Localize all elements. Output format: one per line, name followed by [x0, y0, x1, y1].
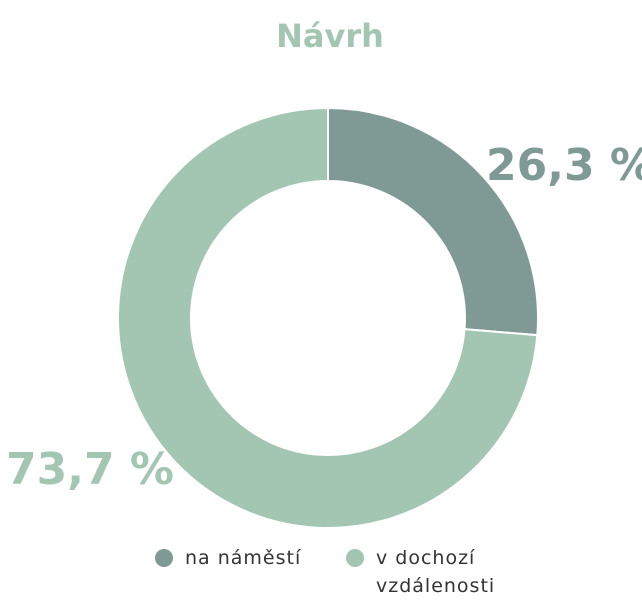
data-label: 73,7 % — [6, 444, 174, 495]
legend-item: na náměstí — [155, 544, 335, 572]
legend-label: na náměstí — [185, 547, 302, 569]
donut-segment — [117, 106, 539, 529]
legend-swatch — [346, 549, 364, 567]
chart-title: Návrh — [276, 17, 384, 55]
legend: na náměstí v dochozí vzdálenosti — [0, 544, 642, 603]
legend-swatch — [155, 549, 173, 567]
donut-segment — [327, 106, 539, 337]
legend-label: v dochozí vzdálenosti — [376, 547, 496, 597]
data-label: 26,3 % — [486, 140, 642, 191]
legend-item: v dochozí vzdálenosti — [346, 544, 516, 600]
